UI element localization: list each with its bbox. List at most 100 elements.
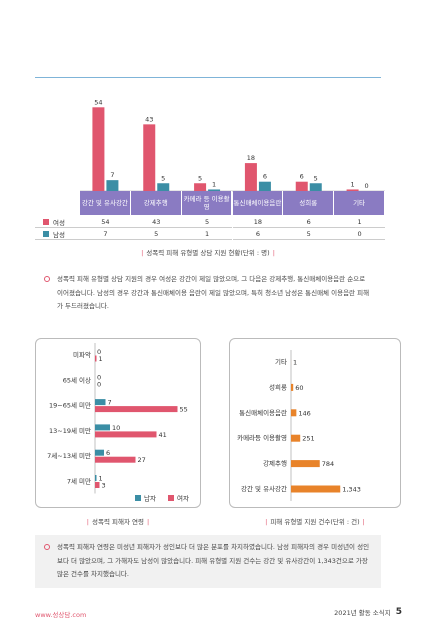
table-cell: 54 [80,216,131,228]
category-header: 통신매체이용음란 [232,191,284,215]
category-label: 7세~13세 미만 [47,451,91,460]
bar [95,424,110,431]
data-label: 6 [300,173,304,181]
bar [295,181,308,191]
data-label: 1,343 [342,486,361,494]
table-cell: 18 [232,216,284,228]
footer-publication: 2021년 활동 소식지 [334,609,391,617]
table-cell: 6 [283,216,335,228]
category-label: 카메라등 이용촬영 [237,433,287,442]
legend-swatch [135,495,141,501]
chart-box [229,338,401,508]
bar [291,383,294,391]
data-label: 251 [302,435,314,443]
data-label: 55 [180,406,188,414]
bar [95,475,97,481]
bar [95,482,100,488]
data-label: 0 [97,380,101,388]
data-label: 60 [295,384,303,392]
bar [291,434,301,442]
category-label: 강제추행 [263,459,287,468]
data-label: 7 [110,171,114,179]
category-label: 19~65세 미만 [49,401,91,410]
category-header: 강제추행 [130,191,182,215]
legend-swatch [43,218,49,225]
bar [194,183,207,191]
bar [291,460,320,468]
data-label: 0 [365,182,369,190]
data-label: 1 [99,355,103,363]
data-label: 0 [97,348,101,356]
footer-right: 2021년 활동 소식지 5 [334,607,402,617]
bar [291,409,297,417]
data-label: 18 [247,154,255,162]
bar [95,399,106,406]
bar [95,456,136,463]
bar [95,355,97,362]
category-label: 통신매체이용음란 [239,408,287,417]
data-label: 3 [102,482,106,490]
table-cell: 43 [130,216,182,228]
data-label: 5 [198,174,202,182]
category-header: 기타 [334,191,385,215]
note: 성폭력 피해 유형별 상담 지원의 경우 여성은 강간이 제일 많았으며, 그 … [35,267,381,320]
bar [208,189,221,191]
note-text: 성폭력 피해자 연령은 미성년 피해자가 성인보다 더 많은 분포를 차지하였습… [57,543,370,578]
data-label: 7 [108,399,112,407]
page-number: 5 [395,607,402,617]
data-label: 54 [94,98,102,106]
bar [291,485,341,493]
data-label: 1 [293,359,297,367]
data-label: 5 [314,174,318,182]
top-rule [35,77,381,78]
data-label: 10 [112,424,120,432]
caption-text: 피해 유형별 지원 건수(단위 : 건) [270,518,360,526]
table-cell: 5 [181,216,233,228]
data-label: 5 [161,174,165,182]
bar [258,181,271,191]
bar [92,107,105,191]
caption: | 성폭력 피해 유형별 상담 지원 현황(단위 : 명) | [141,249,275,257]
data-label: 146 [298,409,310,417]
bar [244,163,257,191]
table-cell: 5 [130,228,182,240]
caption-text: 성폭력 피해 유형별 상담 지원 현황(단위 : 명) [146,249,270,257]
table-cell: 0 [334,228,385,240]
data-label: 43 [145,115,153,123]
data-label: 1 [212,180,216,188]
category-header: 강간 및 유사강간 [80,191,131,215]
category-label: 기타 [275,357,287,366]
note-text: 성폭력 피해 유형별 상담 지원의 경우 여성은 강간이 제일 많았으며, 그 … [57,275,370,310]
data-label: 6 [263,173,267,181]
chart-box [35,338,201,508]
category-label: 성희롱 [269,382,287,391]
bar [106,180,119,191]
bar [309,183,322,191]
table-cell: 1 [334,216,385,228]
legend-label: 여성 [53,218,65,227]
bar [157,183,170,191]
category-header: 성희롱 [283,191,335,215]
category-header: 카메라 등 이용촬영 [181,191,233,215]
bar [95,431,157,438]
legend-label: 남자 [144,494,156,503]
bar [143,124,156,191]
legend-label: 남성 [53,230,65,239]
data-label: 27 [138,456,146,464]
category-label: 65세 이상 [63,375,91,384]
legend-item: 남성 [35,228,80,240]
bar [95,406,178,413]
data-label: 784 [322,460,334,468]
table-cell: 6 [232,228,284,240]
category-label: 강간 및 유사강간 [241,484,287,493]
data-label: 41 [159,431,167,439]
caption: | 피해 유형별 지원 건수(단위 : 건) | [265,518,365,526]
bar [346,189,359,191]
data-label: 1 [99,475,103,483]
category-label: 미파악 [73,350,91,359]
footer-site: www.성상담.com [35,611,87,619]
caption-text: 성폭력 피해자 연령 [92,518,144,526]
caption: | 성폭력 피해자 연령 | [86,518,150,526]
data-label: 1 [351,180,355,188]
